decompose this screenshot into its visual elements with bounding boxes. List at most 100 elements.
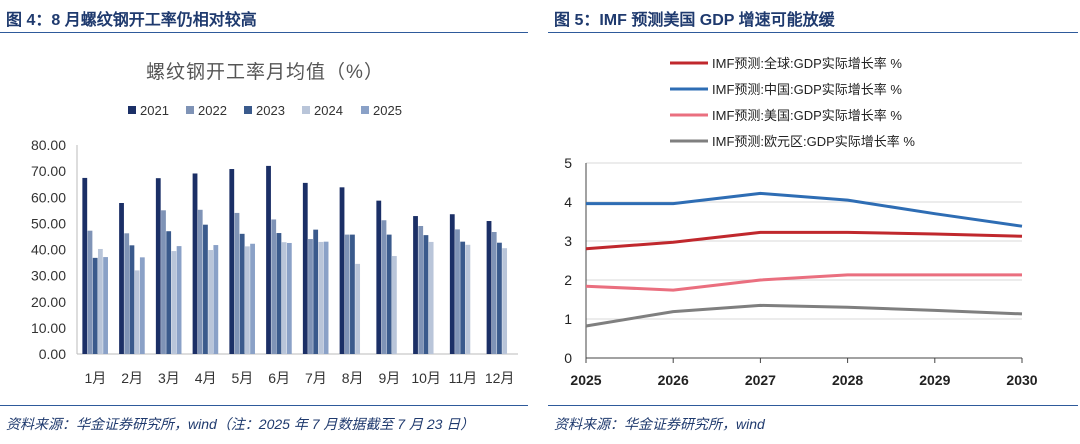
- bar-2023-6月: [276, 233, 282, 354]
- x-tick-label: 4月: [195, 370, 217, 386]
- bar-2023-2月: [129, 245, 135, 354]
- x-tick-label: 1月: [84, 370, 106, 386]
- x-tick-label: 10月: [411, 370, 441, 386]
- bar-2021-10月: [413, 216, 418, 354]
- bar-2023-9月: [386, 234, 392, 354]
- series-line-2: [585, 273, 1022, 292]
- bar-2022-3月: [161, 210, 166, 354]
- right-title-rule: [548, 32, 1078, 33]
- x-tick-label: 7月: [305, 370, 327, 386]
- y-tick-label: 4: [564, 194, 572, 210]
- x-tick-label: 2027: [745, 372, 776, 388]
- bar-2022-4月: [197, 209, 203, 354]
- bar-2021-3月: [155, 178, 161, 354]
- bar-2022-1月: [87, 230, 93, 354]
- bar-2025-4月: [213, 245, 219, 354]
- bar-2021-11月: [449, 214, 455, 354]
- bar-chart: 螺纹钢开工率月均值（%） 2021 2022 2023 2024 2025 0.00 10.0…: [31, 61, 518, 386]
- y-tick-label: 50.00: [31, 215, 66, 231]
- x-tick-label: 12月: [485, 370, 515, 386]
- bar-2023-5月: [239, 233, 245, 354]
- bar-2024-8月: [355, 263, 361, 354]
- bar-2025-5月: [250, 243, 255, 354]
- bar-2022-12月: [491, 231, 497, 354]
- series-line-0: [585, 230, 1023, 251]
- bar-2022-7月: [308, 239, 313, 354]
- x-tick-label: 11月: [449, 370, 478, 386]
- legend-label-2: IMF预测:美国:GDP实际增长率 %: [712, 108, 902, 123]
- bar-2024-7月: [318, 241, 324, 354]
- bar-2021-12月: [486, 221, 492, 354]
- left-title-rule: [0, 32, 528, 33]
- bar-2022-6月: [271, 219, 277, 354]
- y-tick-label: 1: [564, 311, 572, 327]
- legend-swatch-2023: [244, 106, 252, 114]
- x-tick-label: 3月: [158, 370, 180, 386]
- y-tick-label: 2: [564, 272, 572, 288]
- legend-label-3: IMF预测:欧元区:GDP实际增长率 %: [712, 134, 915, 149]
- bar-2022-9月: [381, 220, 387, 354]
- bar-2024-3月: [171, 251, 177, 354]
- legend-swatch-2022: [186, 106, 194, 114]
- legend-label-1: IMF预测:中国:GDP实际增长率 %: [712, 82, 902, 97]
- x-tick-label: 9月: [378, 370, 400, 386]
- right-figure-panel: 图 5：IMF 预测美国 GDP 增速可能放缓 IMF预测:全球:GDP实际增长…: [548, 0, 1080, 444]
- left-figure-title: 图 4：8 月螺纹钢开工率仍相对较高: [6, 12, 257, 29]
- bar-2021-2月: [119, 202, 124, 354]
- bar-2023-11月: [460, 241, 466, 354]
- y-tick-label: 0: [564, 350, 572, 366]
- bar-2024-10月: [428, 241, 434, 354]
- x-tick-label: 2月: [121, 370, 143, 386]
- series-line-3: [585, 303, 1023, 328]
- legend-swatch-2025: [361, 106, 369, 114]
- bar-2024-9月: [391, 256, 397, 354]
- legend-label-2022: 2022: [198, 103, 227, 118]
- left-source-note: 资料来源：华金证券研究所，wind（注：2025 年 7 月数据截至 7 月 2…: [6, 416, 475, 432]
- y-tick-label: 70.00: [31, 163, 66, 179]
- bar-2024-5月: [244, 246, 250, 354]
- x-tick-label: 6月: [268, 370, 290, 386]
- legend-swatch-2021: [128, 106, 136, 114]
- bar-2025-6月: [286, 242, 292, 354]
- y-tick-label: 0.00: [39, 346, 66, 362]
- y-tick-label: 10.00: [31, 320, 66, 336]
- bar-2024-2月: [134, 270, 140, 354]
- x-tick-label: 2026: [658, 372, 689, 388]
- bar-2021-9月: [376, 200, 382, 354]
- bar-2022-10月: [418, 225, 424, 354]
- right-source-rule: [548, 405, 1078, 406]
- left-source-rule: [0, 405, 528, 406]
- y-tick-label: 3: [564, 233, 572, 249]
- bar-2024-6月: [281, 242, 287, 354]
- bar-2021-5月: [229, 169, 235, 354]
- bar-2023-8月: [350, 234, 355, 354]
- bar-2023-10月: [423, 235, 429, 354]
- legend-label-2023: 2023: [256, 103, 285, 118]
- bar-2021-4月: [192, 173, 198, 354]
- x-tick-label: 2029: [919, 372, 950, 388]
- bar-2023-4月: [203, 224, 208, 354]
- y-tick-label: 60.00: [31, 189, 66, 205]
- bar-2022-5月: [234, 212, 240, 354]
- legend-label-2021: 2021: [140, 103, 169, 118]
- bar-2021-8月: [339, 187, 345, 354]
- bar-2023-7月: [313, 229, 319, 354]
- bar-2022-11月: [455, 229, 460, 354]
- y-tick-label: 20.00: [31, 294, 66, 310]
- bar-2024-11月: [465, 244, 471, 354]
- right-source-note: 资料来源：华金证券研究所，wind: [554, 416, 765, 432]
- x-tick-label: 2030: [1006, 372, 1037, 388]
- line-chart: IMF预测:全球:GDP实际增长率 % IMF预测:中国:GDP实际增长率 % IM…: [564, 56, 1038, 388]
- bar-2021-1月: [82, 177, 88, 354]
- bar-2025-3月: [176, 246, 182, 354]
- bar-2022-8月: [344, 234, 350, 354]
- bar-2023-3月: [166, 231, 172, 354]
- bar-2025-2月: [139, 257, 145, 354]
- legend-label-2025: 2025: [373, 103, 402, 118]
- legend-swatch-2024: [302, 106, 310, 114]
- x-tick-label: 2025: [570, 372, 601, 388]
- bar-chart-title: 螺纹钢开工率月均值（%）: [146, 61, 384, 83]
- bar-2024-4月: [208, 250, 214, 354]
- y-tick-label: 80.00: [31, 137, 66, 153]
- legend-label-2024: 2024: [314, 103, 343, 118]
